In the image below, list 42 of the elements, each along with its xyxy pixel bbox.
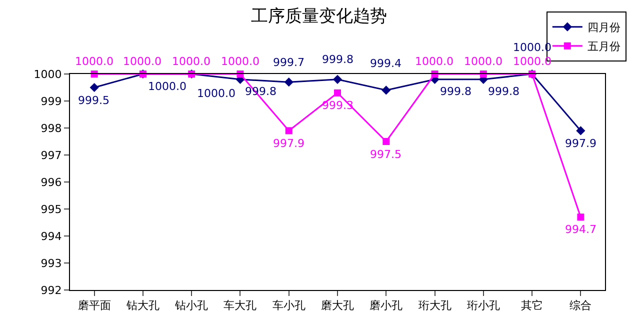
x-tick-label: 综合 [570, 299, 592, 312]
x-tick-label: 钻大孔 [125, 299, 160, 312]
data-label: 1000.0 [464, 55, 502, 68]
legend-label: 四月份 [587, 21, 620, 34]
data-label: 997.9 [565, 137, 596, 150]
data-label: 999.5 [78, 94, 110, 107]
x-tick-label: 车大孔 [224, 299, 257, 312]
y-tick-label: 992 [40, 284, 62, 297]
y-tick-label: 993 [40, 256, 62, 270]
data-label: 1000.0 [221, 55, 260, 68]
x-tick-label: 钻小孔 [174, 299, 208, 312]
data-label: 1000.0 [75, 55, 114, 68]
data-label: 1000.0 [513, 55, 552, 68]
data-label: 999.4 [370, 57, 402, 70]
y-tick-label: 994 [40, 230, 62, 243]
data-label: 1000.0 [197, 87, 236, 100]
data-label: 997.9 [273, 137, 304, 150]
data-label: 999.8 [440, 85, 472, 98]
data-label: 1000.0 [415, 55, 454, 68]
y-tick-label: 999 [40, 94, 62, 108]
legend-label: 五月份 [587, 40, 620, 54]
data-label: 1000.0 [148, 80, 186, 93]
data-label: 997.5 [370, 148, 402, 161]
x-tick-label: 磨大孔 [321, 299, 354, 312]
x-tick-label: 车小孔 [272, 299, 306, 312]
x-tick-label: 珩小孔 [466, 299, 500, 312]
y-tick-label: 997 [40, 148, 62, 162]
y-tick-label: 1000 [34, 68, 62, 81]
chart-title: 工序质量变化趋势 [251, 6, 387, 27]
data-label: 1000.0 [172, 55, 210, 68]
x-tick-label: 磨小孔 [370, 299, 403, 312]
y-tick-label: 995 [40, 202, 62, 216]
x-tick-label: 其它 [521, 299, 544, 312]
data-label: 999.8 [322, 53, 354, 66]
data-label: 999.7 [273, 56, 304, 69]
data-label: 1000.0 [123, 55, 162, 68]
y-tick-label: 998 [40, 122, 62, 135]
x-tick-label: 磨平面 [78, 299, 111, 312]
x-tick-label: 珩大孔 [418, 299, 452, 312]
y-tick-label: 996 [40, 176, 62, 189]
data-label: 999.8 [488, 85, 520, 98]
data-label: 994.7 [565, 223, 596, 236]
